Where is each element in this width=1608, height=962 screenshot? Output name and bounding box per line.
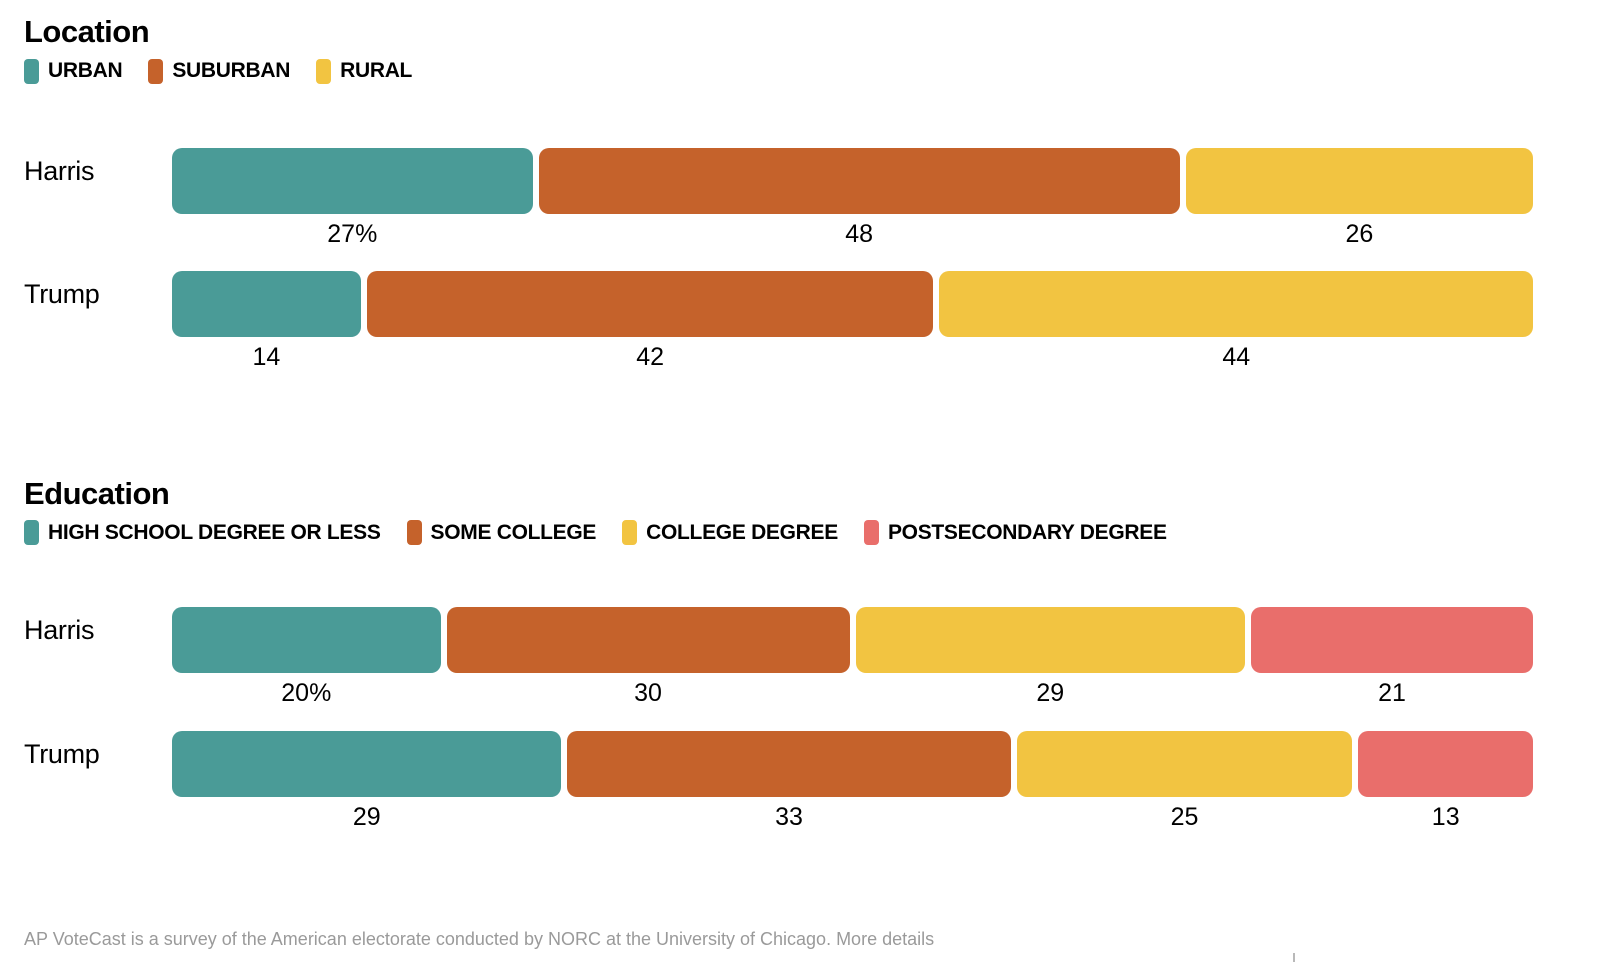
segment-value-label: 25	[1170, 802, 1199, 831]
segment-value-label: 14	[252, 343, 281, 372]
bar-segment-college-degree	[855, 607, 1245, 674]
bar-row: Harris 27% 48 26	[24, 147, 1533, 249]
row-chart: 27% 48 26	[172, 147, 1533, 249]
bar-segment-postsecondary-degree	[1250, 607, 1533, 674]
bar-segment-high-school-degree-or-less	[172, 607, 441, 674]
caption-tick-mark	[1293, 953, 1295, 962]
legend-item: HIGH SCHOOL DEGREE OR LESS	[24, 520, 381, 546]
row-chart: 20% 30 29 21	[172, 607, 1533, 708]
bar-row: Trump 29 33 25 13	[24, 730, 1533, 832]
bar-segment-some-college	[446, 607, 850, 674]
legend-label: POSTSECONDARY DEGREE	[887, 520, 1167, 544]
legend-swatch-icon	[316, 58, 332, 84]
segment-value-label: 30	[634, 679, 662, 708]
education-bars: Harris 20% 30 29 21 Trump 29 33 25 13	[24, 607, 1533, 831]
segment-value-label: 13	[1431, 802, 1460, 831]
segment-value-label: 44	[1222, 343, 1251, 372]
segment-value-label: 21	[1378, 679, 1406, 708]
legend-item: RURAL	[316, 58, 413, 84]
segment-value-label: 42	[636, 343, 665, 372]
source-caption: AP VoteCast is a survey of the American …	[24, 929, 935, 950]
location-bars: Harris 27% 48 26 Trump 14 42 44	[24, 147, 1533, 372]
legend-label: RURAL	[340, 59, 413, 83]
bar-segment-suburban	[366, 271, 934, 338]
row-label: Trump	[24, 738, 100, 769]
bar-row: Trump 14 42 44	[24, 271, 1533, 372]
bar-segment-high-school-degree-or-less	[172, 730, 562, 797]
row-chart: 29 33 25 13	[172, 730, 1533, 832]
legend-item: COLLEGE DEGREE	[622, 520, 838, 546]
stacked-bar	[172, 730, 1533, 797]
education-section: Education HIGH SCHOOL DEGREE OR LESS SOME…	[24, 476, 1533, 832]
bar-row: Harris 20% 30 29 21	[24, 607, 1533, 708]
legend-label: URBAN	[48, 59, 123, 83]
legend-swatch-icon	[24, 520, 39, 546]
row-label: Harris	[24, 615, 95, 646]
legend-swatch-icon	[406, 520, 422, 546]
segment-value-label: 29	[1036, 679, 1065, 708]
segment-value-label: 20%	[281, 679, 332, 708]
bar-segment-rural	[1185, 147, 1533, 214]
bar-segment-urban	[172, 147, 533, 214]
legend-item: POSTSECONDARY DEGREE	[863, 520, 1167, 546]
legend-swatch-icon	[148, 58, 164, 84]
education-legend: HIGH SCHOOL DEGREE OR LESS SOME COLLEGE CO…	[24, 520, 1533, 546]
segment-value-label: 48	[845, 219, 874, 248]
legend-swatch-icon	[863, 520, 879, 546]
value-track: 20% 30 29 21	[172, 680, 1533, 708]
legend-item: URBAN	[24, 58, 123, 84]
segment-value-label: 26	[1345, 219, 1374, 248]
section-title-education: Education	[24, 475, 170, 511]
segment-value-label: 33	[775, 802, 803, 831]
legend-label: HIGH SCHOOL DEGREE OR LESS	[48, 520, 381, 544]
value-track: 14 42 44	[172, 344, 1533, 372]
legend-swatch-icon	[622, 520, 638, 546]
legend-item: SUBURBAN	[148, 58, 291, 84]
stacked-bar	[172, 147, 1533, 214]
value-track: 27% 48 26	[172, 219, 1533, 249]
stacked-bar	[172, 271, 1533, 338]
legend-label: SUBURBAN	[172, 59, 291, 83]
location-section: Location URBAN SUBURBAN RURAL Harris 27% 48 2…	[24, 14, 1533, 372]
bar-segment-some-college	[567, 730, 1011, 797]
bar-segment-postsecondary-degree	[1358, 730, 1533, 797]
location-legend: URBAN SUBURBAN RURAL	[24, 58, 1533, 84]
row-label: Harris	[24, 155, 95, 186]
section-title-location: Location	[24, 14, 150, 49]
bar-segment-college-degree	[1016, 730, 1353, 797]
legend-label: COLLEGE DEGREE	[646, 520, 838, 544]
row-chart: 14 42 44	[172, 271, 1533, 372]
value-track: 29 33 25 13	[172, 802, 1533, 832]
legend-item: SOME COLLEGE	[406, 520, 597, 546]
segment-value-label: 29	[352, 802, 381, 831]
legend-label: SOME COLLEGE	[430, 520, 597, 544]
bar-segment-suburban	[538, 147, 1180, 214]
row-label: Trump	[24, 279, 100, 310]
segment-value-label: 27%	[327, 219, 378, 248]
bar-segment-rural	[939, 271, 1533, 338]
stacked-bar	[172, 607, 1533, 674]
bar-segment-urban	[172, 271, 361, 338]
legend-swatch-icon	[24, 58, 39, 84]
